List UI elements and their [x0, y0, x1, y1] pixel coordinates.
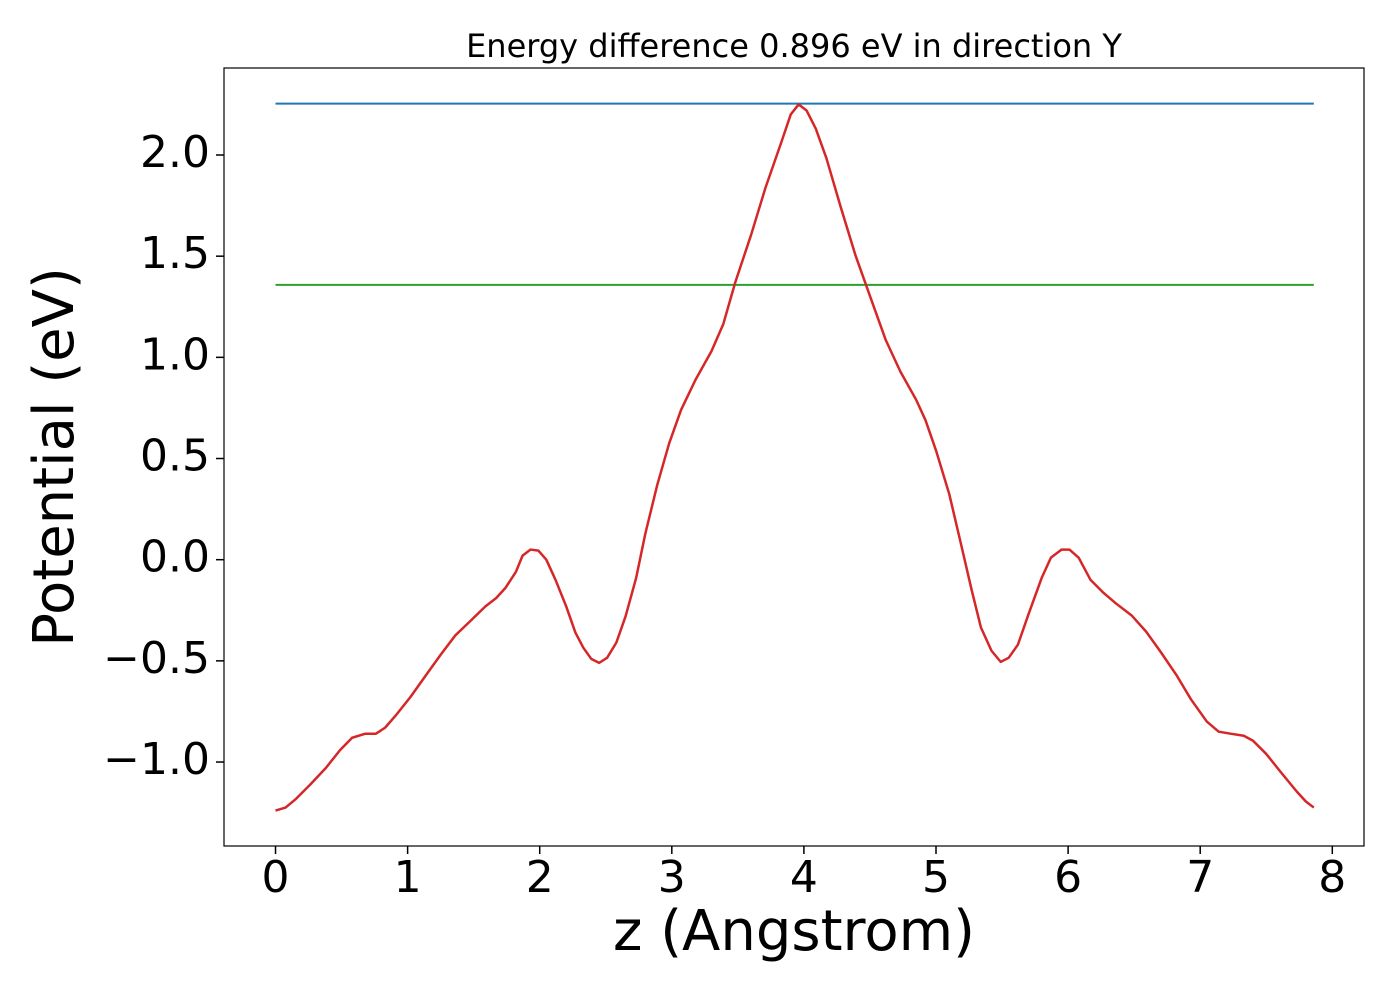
- y-tick-label: 2.0: [140, 127, 210, 178]
- x-tick-label: 1: [394, 852, 422, 903]
- x-tick-label: 0: [262, 852, 290, 903]
- y-tick-label: 1.5: [140, 228, 210, 279]
- x-tick-label: 4: [790, 852, 818, 903]
- x-tick-label: 2: [526, 852, 554, 903]
- x-tick-label: 7: [1186, 852, 1214, 903]
- x-tick-label: 5: [922, 852, 950, 903]
- y-tick-label: 0.0: [140, 532, 210, 583]
- x-tick-label: 3: [658, 852, 686, 903]
- x-tick-label: 8: [1318, 852, 1346, 903]
- x-tick-label: 6: [1054, 852, 1082, 903]
- y-tick-label: 1.0: [140, 329, 210, 380]
- y-tick-label: −0.5: [103, 633, 210, 684]
- x-axis-label: z (Angstrom): [613, 899, 975, 964]
- y-axis-label: Potential (eV): [22, 267, 87, 647]
- y-tick-label: 0.5: [140, 431, 210, 482]
- y-tick-label: −1.0: [103, 734, 210, 785]
- chart-title: Energy difference 0.896 eV in direction …: [466, 27, 1122, 65]
- plot-frame: [223, 67, 1365, 847]
- data-line: [275, 103, 1315, 812]
